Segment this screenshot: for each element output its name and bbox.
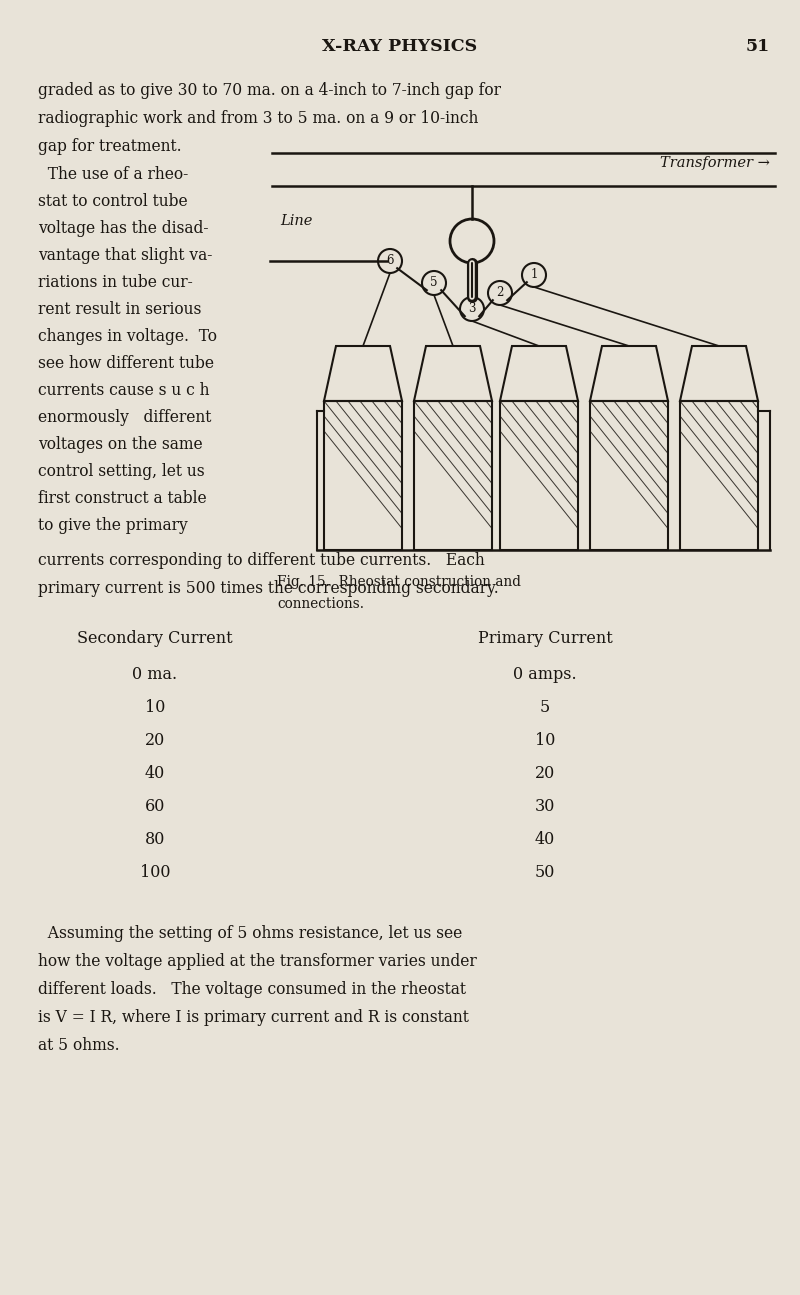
Text: changes in voltage.  To: changes in voltage. To (38, 328, 217, 344)
Text: at 5 ohms.: at 5 ohms. (38, 1037, 120, 1054)
Text: currents corresponding to different tube currents.   Each: currents corresponding to different tube… (38, 552, 485, 569)
Text: 5: 5 (540, 699, 550, 716)
Text: gap for treatment.: gap for treatment. (38, 139, 182, 155)
Text: stat to control tube: stat to control tube (38, 193, 188, 210)
Text: 0 ma.: 0 ma. (133, 666, 178, 682)
Text: rent result in serious: rent result in serious (38, 300, 202, 319)
Text: 2: 2 (496, 286, 504, 299)
Bar (500, 401, 578, 550)
Text: 10: 10 (535, 732, 555, 749)
Text: 50: 50 (535, 864, 555, 881)
Text: graded as to give 30 to 70 ma. on a 4-inch to 7-inch gap for: graded as to give 30 to 70 ma. on a 4-in… (38, 82, 501, 98)
Bar (324, 401, 402, 550)
Text: 40: 40 (535, 831, 555, 848)
Text: primary current is 500 times the corresponding secondary.: primary current is 500 times the corresp… (38, 580, 498, 597)
Text: control setting, let us: control setting, let us (38, 464, 205, 480)
Text: 100: 100 (140, 864, 170, 881)
Text: Assuming the setting of 5 ohms resistance, let us see: Assuming the setting of 5 ohms resistanc… (38, 925, 462, 941)
Text: 51: 51 (746, 38, 770, 54)
Text: currents cause s u c h: currents cause s u c h (38, 382, 210, 399)
Bar (680, 401, 758, 550)
Text: Primary Current: Primary Current (478, 629, 612, 648)
Text: enormously   different: enormously different (38, 409, 211, 426)
Text: 20: 20 (535, 765, 555, 782)
Text: Fig. 15.  Rheostat construction and: Fig. 15. Rheostat construction and (277, 575, 521, 589)
Text: vantage that slight va-: vantage that slight va- (38, 247, 212, 264)
Text: riations in tube cur-: riations in tube cur- (38, 275, 193, 291)
Text: The use of a rheo-: The use of a rheo- (38, 166, 188, 183)
Text: Transformer →: Transformer → (660, 155, 770, 170)
Text: radiographic work and from 3 to 5 ma. on a 9 or 10-inch: radiographic work and from 3 to 5 ma. on… (38, 110, 478, 127)
Text: how the voltage applied at the transformer varies under: how the voltage applied at the transform… (38, 953, 477, 970)
Text: connections.: connections. (277, 597, 364, 611)
Text: Line: Line (280, 214, 312, 228)
Text: 5: 5 (430, 277, 438, 290)
Text: 3: 3 (468, 303, 476, 316)
Bar (414, 401, 492, 550)
Text: first construct a table: first construct a table (38, 490, 206, 508)
Text: Secondary Current: Secondary Current (77, 629, 233, 648)
Text: 20: 20 (145, 732, 165, 749)
Text: 6: 6 (386, 255, 394, 268)
Text: 60: 60 (145, 798, 165, 815)
Text: 80: 80 (145, 831, 165, 848)
Text: X-RAY PHYSICS: X-RAY PHYSICS (322, 38, 478, 54)
Bar (590, 401, 668, 550)
Text: 40: 40 (145, 765, 165, 782)
Text: different loads.   The voltage consumed in the rheostat: different loads. The voltage consumed in… (38, 982, 466, 998)
Text: to give the primary: to give the primary (38, 517, 188, 534)
Text: voltage has the disad-: voltage has the disad- (38, 220, 209, 237)
Text: 1: 1 (530, 268, 538, 281)
Text: 0 amps.: 0 amps. (513, 666, 577, 682)
Text: 30: 30 (535, 798, 555, 815)
Text: see how different tube: see how different tube (38, 355, 214, 372)
Text: voltages on the same: voltages on the same (38, 436, 202, 453)
Text: 10: 10 (145, 699, 165, 716)
Text: is V = I R, where I is primary current and R is constant: is V = I R, where I is primary current a… (38, 1009, 469, 1026)
